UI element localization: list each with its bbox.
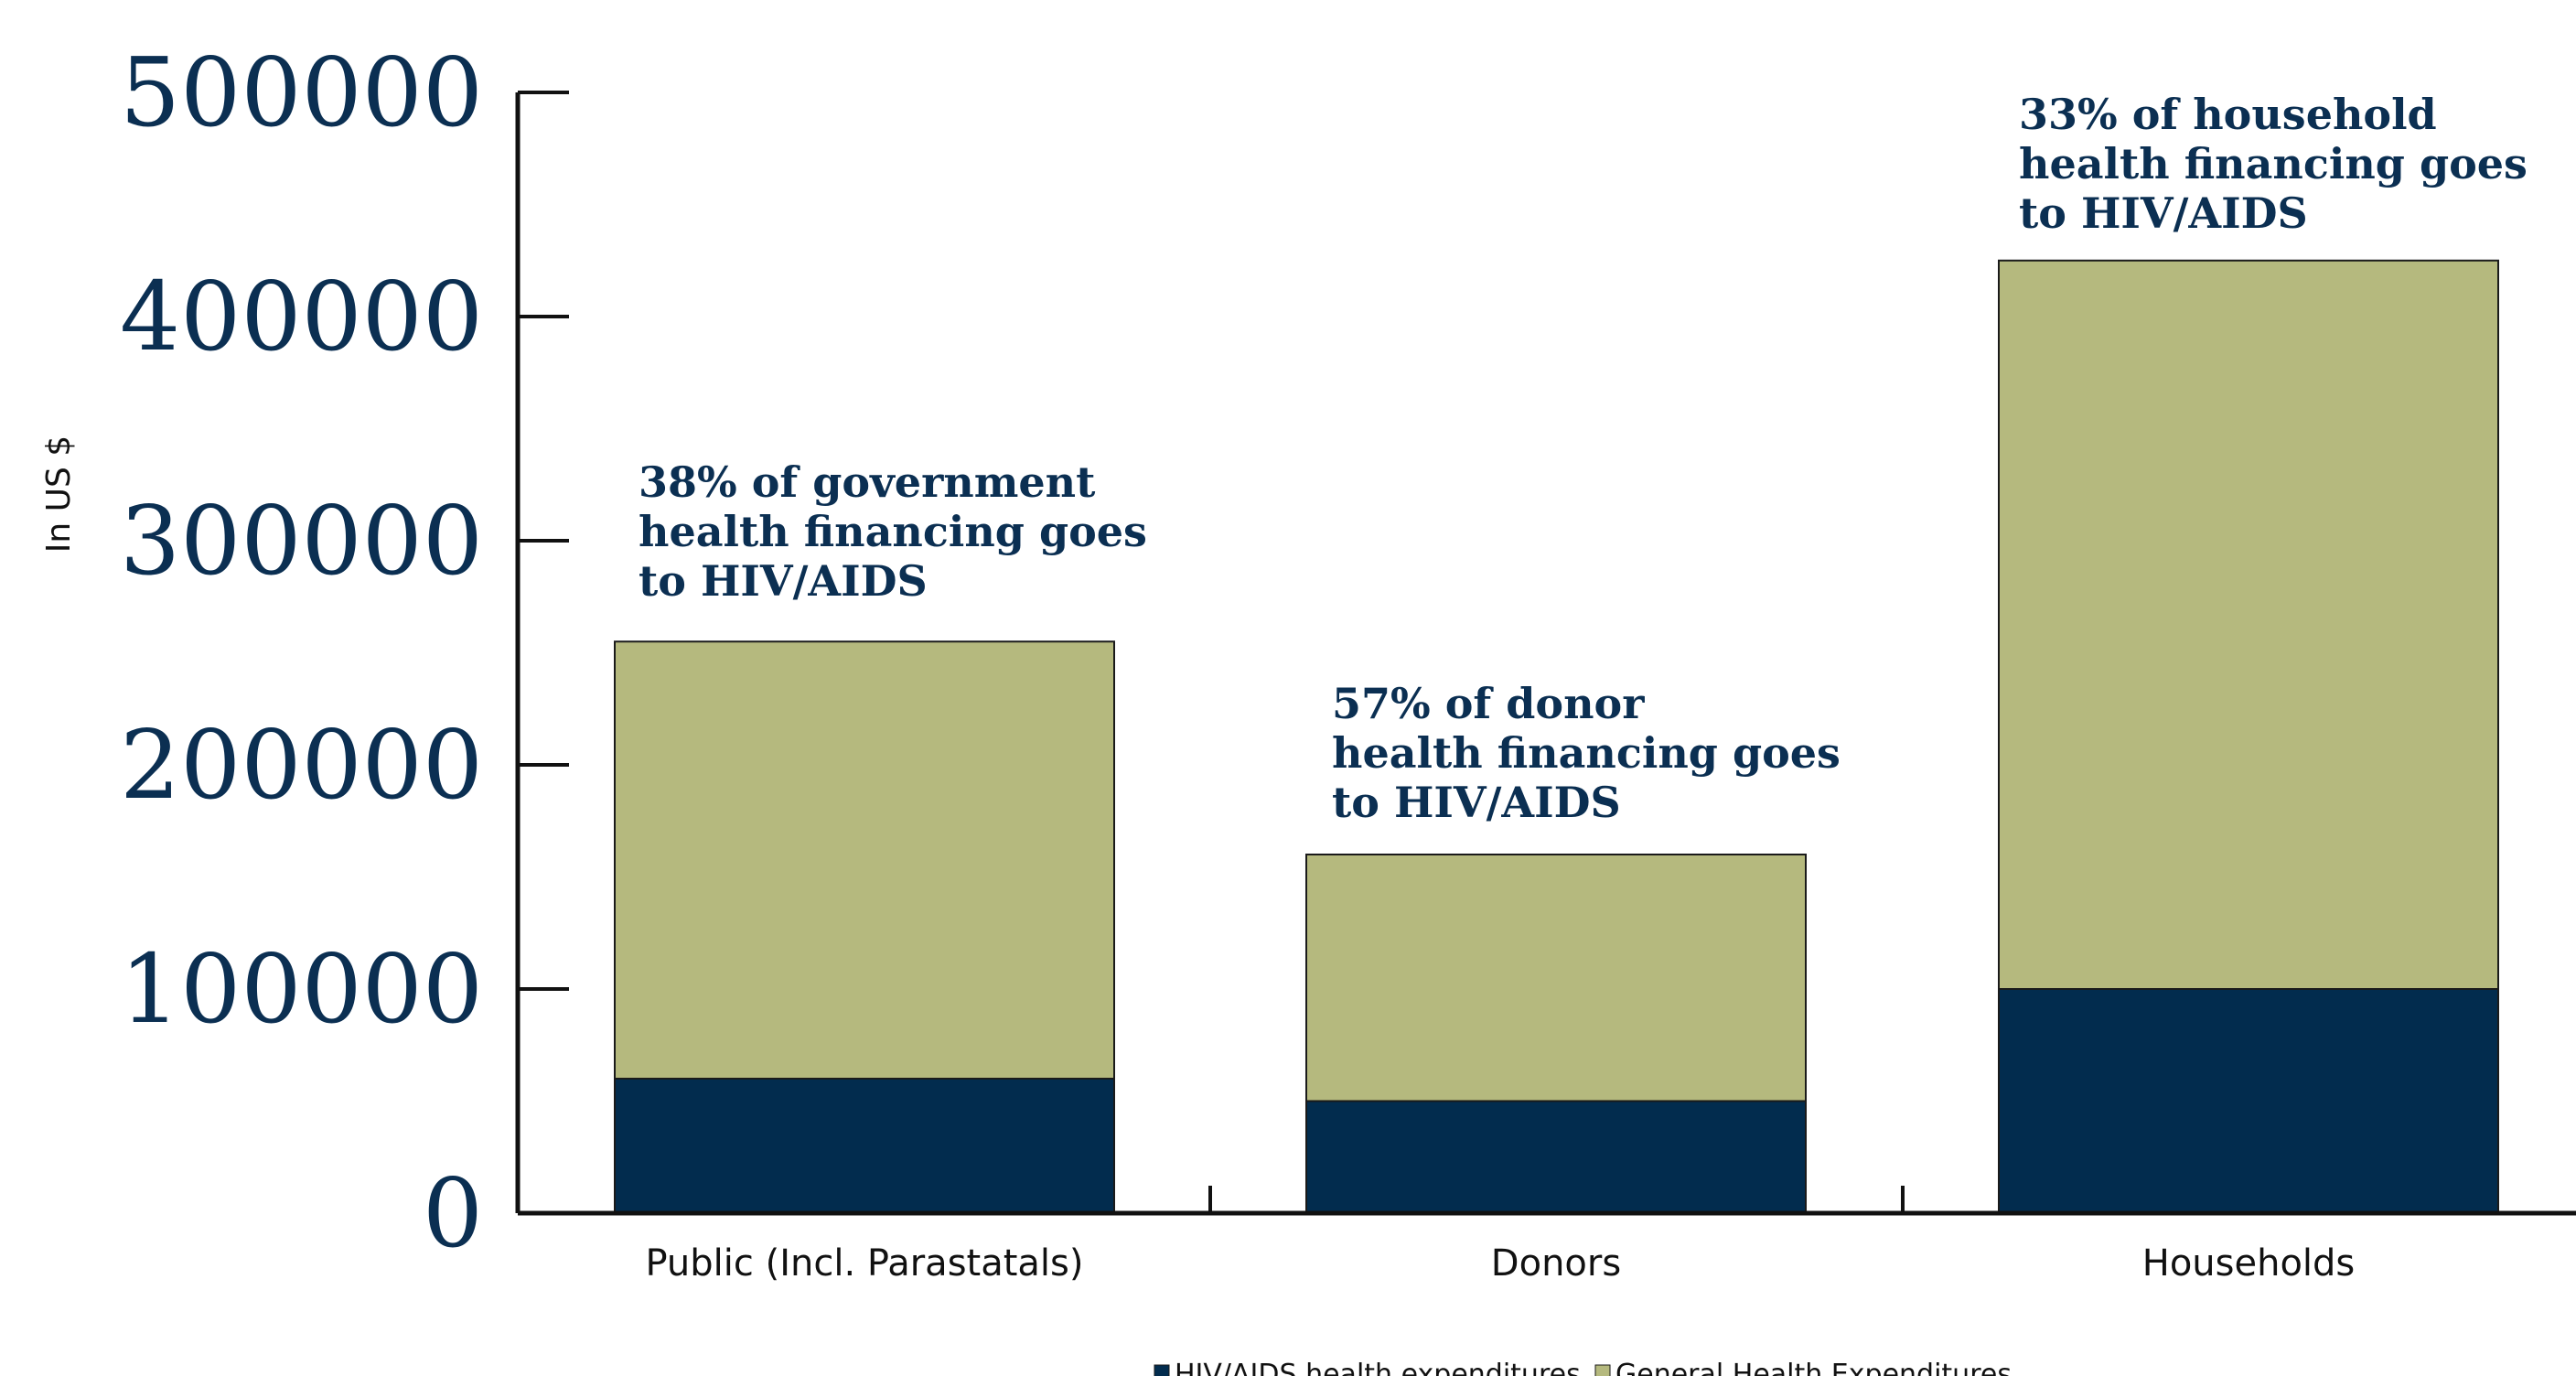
annotation-line: health financing goes (1332, 728, 1841, 778)
annotation-line: to HIV/AIDS (2019, 188, 2308, 238)
x-category-label: Public (Incl. Parastatals) (646, 1242, 1084, 1285)
bar-segment-general-health-2 (1305, 854, 1807, 1102)
labels-layer: 0 100000 200000 300000 400000 500000 Public (I… (40, 37, 2355, 1285)
annotation-line: 33% of household (2019, 90, 2437, 139)
legend-swatch (1154, 1364, 1170, 1376)
annotation-line: health financing goes (639, 507, 1147, 556)
x-category-label: Households (2142, 1242, 2356, 1285)
legend-label: HIV/AIDS health expenditures (1175, 1359, 1581, 1376)
y-tick-label: 100000 (120, 933, 483, 1045)
y-tick-label: 200000 (120, 709, 483, 821)
annotation-line: to HIV/AIDS (639, 556, 928, 606)
bar-segment-hiv-aids-3 (1998, 988, 2499, 1214)
bar-segment-hiv-aids-2 (1305, 1100, 1807, 1214)
annotation-line: health financing goes (2019, 139, 2528, 188)
axes-layer (515, 91, 2576, 1216)
y-axis-label: In US $ (40, 435, 78, 553)
annotation-line: 57% of donor (1332, 679, 1645, 728)
annotation-line: 38% of government (639, 457, 1096, 507)
y-tick-label: 400000 (120, 261, 483, 372)
bars-layer (614, 259, 2499, 1214)
bar-segment-general-health-3 (1998, 259, 2499, 990)
bar-segment-hiv-aids-1 (614, 1078, 1115, 1214)
bar-segment-general-health-1 (614, 640, 1115, 1080)
annotation-line: to HIV/AIDS (1332, 778, 1621, 827)
y-tick-label: 500000 (120, 37, 483, 148)
y-tick-label: 300000 (120, 485, 483, 597)
legend: HIV/AIDS health expenditures General Heal… (1154, 1359, 2012, 1376)
x-category-label: Donors (1491, 1242, 1621, 1285)
legend-swatch (1594, 1364, 1611, 1376)
y-tick-label: 0 (423, 1157, 483, 1269)
legend-label: General Health Expenditures (1615, 1359, 2012, 1376)
